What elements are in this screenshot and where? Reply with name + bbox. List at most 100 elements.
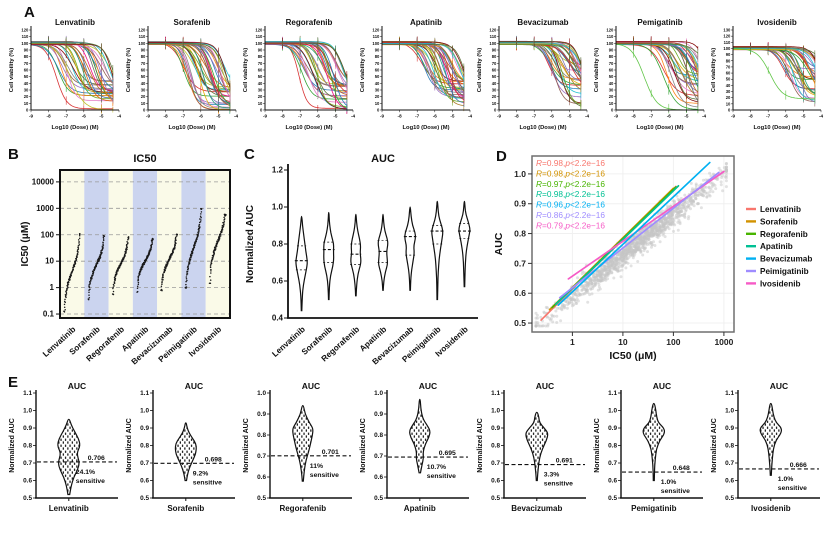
svg-text:50: 50 xyxy=(726,77,731,82)
svg-text:1000: 1000 xyxy=(714,337,733,347)
svg-text:Apatinib: Apatinib xyxy=(404,504,436,513)
auc-sensitivity-chart-6: AUC 0.5 0.6 0.7 0.8 0.9 1.0 1.1 Normalized AUC 0.… xyxy=(591,378,708,532)
svg-text:80: 80 xyxy=(141,54,146,59)
svg-text:70: 70 xyxy=(141,61,146,66)
svg-text:-8: -8 xyxy=(398,114,403,119)
svg-text:90: 90 xyxy=(726,52,731,57)
svg-text:0.8: 0.8 xyxy=(725,443,734,450)
svg-text:0.7: 0.7 xyxy=(491,460,500,467)
svg-text:-7: -7 xyxy=(649,114,654,119)
svg-text:1.0: 1.0 xyxy=(374,390,383,397)
svg-text:10000: 10000 xyxy=(32,177,55,186)
svg-text:AUC: AUC xyxy=(419,381,437,391)
svg-text:AUC: AUC xyxy=(536,381,554,391)
svg-text:110: 110 xyxy=(373,34,380,39)
svg-text:30: 30 xyxy=(609,88,614,93)
svg-text:0.7: 0.7 xyxy=(257,453,266,460)
svg-text:100: 100 xyxy=(255,41,263,46)
svg-text:1: 1 xyxy=(570,337,575,347)
dose-chart-7: Ivosidenib 0 10 20 30 40 50 60 70 80 90 100 110 120 13… xyxy=(708,16,825,140)
svg-text:1.2: 1.2 xyxy=(272,166,284,175)
panel-a-dose-response-row: Lenvatinib 0 10 20 30 40 50 60 70 80 90 100 110 120 -9… xyxy=(6,16,825,140)
panel-d-label: D xyxy=(496,148,507,165)
panel-a-label: A xyxy=(24,4,35,21)
svg-text:40: 40 xyxy=(375,81,380,86)
svg-text:AUC: AUC xyxy=(302,381,320,391)
svg-text:1.1: 1.1 xyxy=(140,390,149,397)
svg-text:-5: -5 xyxy=(567,114,572,119)
svg-text:0.6: 0.6 xyxy=(725,478,734,485)
svg-text:-8: -8 xyxy=(632,114,637,119)
svg-text:0.5: 0.5 xyxy=(491,495,500,502)
svg-text:130: 130 xyxy=(723,28,731,33)
svg-text:-4: -4 xyxy=(585,114,590,119)
svg-text:Bevacizumab: Bevacizumab xyxy=(511,504,562,513)
svg-text:0.666: 0.666 xyxy=(790,462,807,469)
svg-text:R=0.86,p<2.2e−16: R=0.86,p<2.2e−16 xyxy=(536,210,605,220)
svg-text:-7: -7 xyxy=(766,114,771,119)
svg-text:sensitive: sensitive xyxy=(310,472,339,479)
svg-text:30: 30 xyxy=(375,88,380,93)
svg-text:20: 20 xyxy=(609,94,614,99)
svg-text:70: 70 xyxy=(24,61,29,66)
svg-text:Normalized AUC: Normalized AUC xyxy=(126,418,133,473)
svg-text:sensitive: sensitive xyxy=(778,485,807,492)
svg-text:Ivosidenib: Ivosidenib xyxy=(760,279,801,288)
svg-text:0: 0 xyxy=(26,108,29,113)
svg-text:R=0.98,p<2.2e−16: R=0.98,p<2.2e−16 xyxy=(536,168,605,178)
svg-text:Log10 (Dose) (M): Log10 (Dose) (M) xyxy=(51,125,98,131)
svg-text:0.6: 0.6 xyxy=(272,277,284,286)
svg-text:-7: -7 xyxy=(298,114,303,119)
svg-text:Cell viability (%): Cell viability (%) xyxy=(711,48,717,93)
panel-c-label: C xyxy=(244,146,255,163)
svg-text:20: 20 xyxy=(375,94,380,99)
svg-text:0.8: 0.8 xyxy=(257,432,266,439)
svg-text:Normalized AUC: Normalized AUC xyxy=(245,205,256,283)
svg-text:80: 80 xyxy=(609,54,614,59)
svg-text:0.6: 0.6 xyxy=(491,478,500,485)
svg-text:40: 40 xyxy=(24,81,29,86)
svg-text:120: 120 xyxy=(138,28,146,33)
svg-text:10: 10 xyxy=(375,101,380,106)
svg-text:0.8: 0.8 xyxy=(140,443,149,450)
svg-text:-9: -9 xyxy=(731,114,736,119)
svg-text:20: 20 xyxy=(24,94,29,99)
svg-text:100: 100 xyxy=(666,337,680,347)
svg-text:1.0: 1.0 xyxy=(257,390,266,397)
svg-text:10: 10 xyxy=(24,101,29,106)
svg-text:Pemigatinib: Pemigatinib xyxy=(631,504,676,513)
svg-text:-8: -8 xyxy=(281,114,286,119)
svg-text:110: 110 xyxy=(256,34,263,39)
svg-text:90: 90 xyxy=(258,48,263,53)
svg-text:Sorafenib: Sorafenib xyxy=(167,504,204,513)
svg-text:0.9: 0.9 xyxy=(725,425,734,432)
svg-text:Normalized AUC: Normalized AUC xyxy=(477,418,484,473)
svg-text:1.0: 1.0 xyxy=(23,408,32,415)
svg-text:-7: -7 xyxy=(64,114,69,119)
svg-text:80: 80 xyxy=(24,54,29,59)
svg-text:0.7: 0.7 xyxy=(140,460,149,467)
svg-text:Normalized AUC: Normalized AUC xyxy=(243,418,250,473)
panel-e-violin-row: AUC 0.5 0.6 0.7 0.8 0.9 1.0 1.1 Normalized AUC 0.… xyxy=(6,378,825,532)
svg-text:Regorafenib: Regorafenib xyxy=(760,230,808,239)
svg-text:0.698: 0.698 xyxy=(205,456,222,463)
svg-text:30: 30 xyxy=(492,88,497,93)
svg-text:sensitive: sensitive xyxy=(427,473,456,480)
auc-violin-chart: AUC 0.4 0.6 0.8 1.0 1.2 Normalized AUC Lenvatin… xyxy=(240,148,486,380)
svg-text:50: 50 xyxy=(24,74,29,79)
svg-text:80: 80 xyxy=(726,58,731,63)
svg-text:Regorafenib: Regorafenib xyxy=(286,18,333,27)
svg-text:40: 40 xyxy=(609,81,614,86)
svg-text:0.6: 0.6 xyxy=(374,474,383,481)
svg-text:1.1: 1.1 xyxy=(608,390,617,397)
svg-text:1.1: 1.1 xyxy=(725,390,734,397)
svg-text:Log10 (Dose) (M): Log10 (Dose) (M) xyxy=(402,125,449,131)
svg-text:-7: -7 xyxy=(532,114,537,119)
svg-text:-9: -9 xyxy=(614,114,619,119)
svg-text:80: 80 xyxy=(375,54,380,59)
svg-text:90: 90 xyxy=(375,48,380,53)
svg-text:110: 110 xyxy=(724,40,731,45)
svg-text:110: 110 xyxy=(490,34,497,39)
svg-text:R=0.97,p<2.2e−16: R=0.97,p<2.2e−16 xyxy=(536,179,605,189)
svg-text:0.7: 0.7 xyxy=(514,258,526,268)
